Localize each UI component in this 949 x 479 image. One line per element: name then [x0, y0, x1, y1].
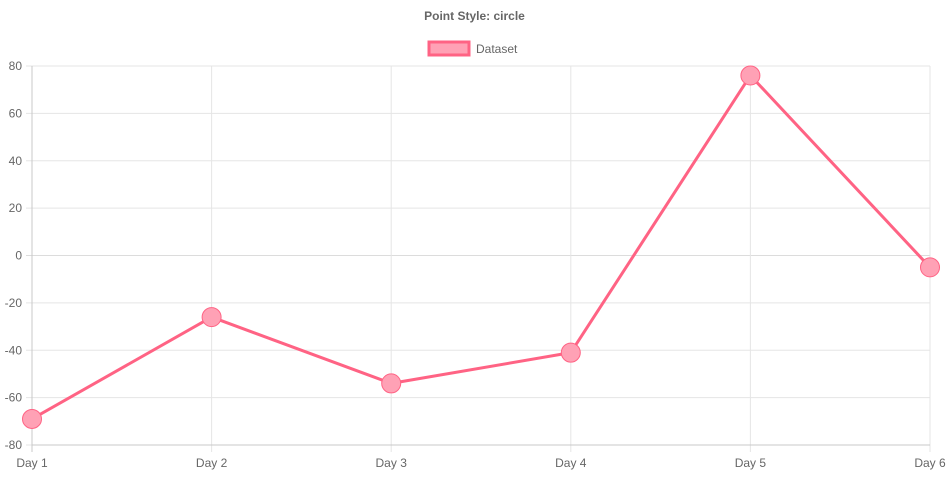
legend[interactable]: Dataset	[427, 40, 518, 57]
x-tick-label: Day 3	[376, 456, 408, 470]
series-layer	[22, 65, 940, 429]
axes: 80 60 40 20 0 -20 -40 -60 -80 Day 1 Day 2 Day 3 Day …	[5, 59, 946, 470]
y-tick-label: -40	[5, 343, 23, 357]
y-tick-label: 20	[9, 201, 23, 215]
y-tick-label: -20	[5, 296, 23, 310]
y-tick-label: 60	[9, 106, 23, 120]
data-point-dataset-3[interactable]	[381, 373, 402, 394]
series-line-dataset	[30, 73, 932, 421]
y-tick-label: 0	[15, 249, 22, 263]
data-point-dataset-1[interactable]	[22, 408, 42, 429]
x-tick-label: Day 6	[914, 456, 946, 470]
y-tick-label: -80	[5, 438, 23, 452]
chart-title: Point Style: circle	[424, 9, 525, 23]
y-tick-label: 80	[9, 59, 23, 73]
data-point-dataset-2[interactable]	[201, 307, 222, 328]
grid	[26, 65, 931, 452]
data-point-dataset-5[interactable]	[740, 65, 761, 86]
x-tick-label: Day 5	[735, 456, 767, 470]
y-tick-label: 40	[9, 154, 23, 168]
x-tick-label: Day 4	[555, 456, 587, 470]
legend-label: Dataset	[476, 42, 518, 56]
data-point-dataset-4[interactable]	[560, 342, 581, 363]
y-tick-label: -60	[5, 391, 23, 405]
x-tick-label: Day 2	[196, 456, 228, 470]
x-tick-label: Day 1	[16, 456, 48, 470]
data-point-dataset-6[interactable]	[920, 257, 940, 278]
legend-swatch	[427, 40, 471, 57]
